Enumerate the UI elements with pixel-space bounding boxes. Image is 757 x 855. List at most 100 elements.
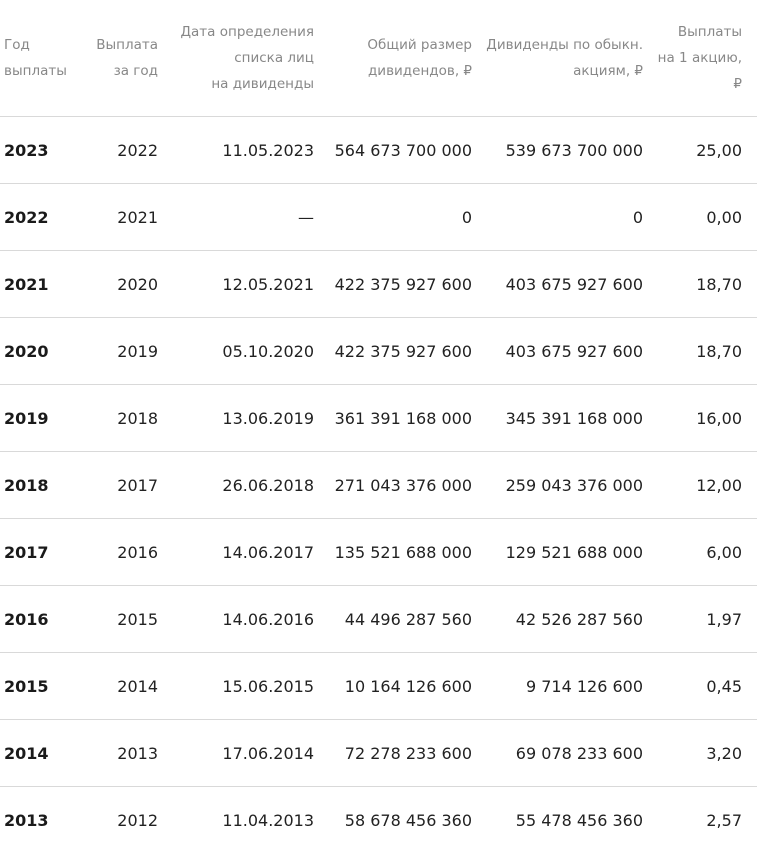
cell-record-date: — bbox=[298, 208, 314, 227]
header-line: ₽ bbox=[733, 76, 742, 92]
table-row: 2022 2021 — 0 0 0,00 bbox=[0, 184, 757, 251]
cell-payment-year: 2014 bbox=[4, 744, 49, 763]
cell-per-share: 12,00 bbox=[696, 476, 742, 495]
header-line: Общий размер bbox=[367, 37, 472, 53]
table-row: 2023 2022 11.05.2023 564 673 700 000 539… bbox=[0, 117, 757, 184]
cell-total-dividends: 361 391 168 000 bbox=[334, 409, 472, 428]
cell-ordinary-dividends: 69 078 233 600 bbox=[515, 744, 643, 763]
cell-total-dividends: 564 673 700 000 bbox=[334, 141, 472, 160]
cell-fiscal-year: 2019 bbox=[117, 342, 158, 361]
table-row: 2018 2017 26.06.2018 271 043 376 000 259… bbox=[0, 452, 757, 519]
cell-per-share: 6,00 bbox=[706, 543, 742, 562]
cell-per-share: 2,57 bbox=[706, 811, 742, 830]
cell-ordinary-dividends: 259 043 376 000 bbox=[505, 476, 643, 495]
header-per-share: Выплаты на 1 акцию, ₽ bbox=[658, 19, 742, 97]
table-row: 2016 2015 14.06.2016 44 496 287 560 42 5… bbox=[0, 586, 757, 653]
cell-total-dividends: 271 043 376 000 bbox=[334, 476, 472, 495]
cell-record-date: 14.06.2016 bbox=[222, 610, 314, 629]
header-line: за год bbox=[113, 63, 158, 79]
cell-ordinary-dividends: 42 526 287 560 bbox=[515, 610, 643, 629]
cell-total-dividends: 72 278 233 600 bbox=[344, 744, 472, 763]
cell-payment-year: 2017 bbox=[4, 543, 49, 562]
cell-total-dividends: 44 496 287 560 bbox=[344, 610, 472, 629]
cell-total-dividends: 422 375 927 600 bbox=[334, 275, 472, 294]
cell-fiscal-year: 2015 bbox=[117, 610, 158, 629]
cell-record-date: 11.05.2023 bbox=[222, 141, 314, 160]
cell-record-date: 26.06.2018 bbox=[222, 476, 314, 495]
cell-ordinary-dividends: 539 673 700 000 bbox=[505, 141, 643, 160]
cell-payment-year: 2015 bbox=[4, 677, 49, 696]
cell-fiscal-year: 2018 bbox=[117, 409, 158, 428]
cell-ordinary-dividends: 129 521 688 000 bbox=[505, 543, 643, 562]
cell-total-dividends: 58 678 456 360 bbox=[344, 811, 472, 830]
table-row: 2019 2018 13.06.2019 361 391 168 000 345… bbox=[0, 385, 757, 452]
cell-fiscal-year: 2016 bbox=[117, 543, 158, 562]
cell-record-date: 13.06.2019 bbox=[222, 409, 314, 428]
cell-payment-year: 2018 bbox=[4, 476, 49, 495]
header-line: списка лиц bbox=[234, 50, 314, 66]
cell-total-dividends: 10 164 126 600 bbox=[344, 677, 472, 696]
cell-payment-year: 2023 bbox=[4, 141, 49, 160]
header-line: акциям, ₽ bbox=[573, 63, 643, 79]
header-line: дивидендов, ₽ bbox=[367, 63, 472, 79]
cell-fiscal-year: 2021 bbox=[117, 208, 158, 227]
cell-ordinary-dividends: 9 714 126 600 bbox=[525, 677, 643, 696]
cell-per-share: 0,45 bbox=[706, 677, 742, 696]
header-line: выплаты bbox=[4, 63, 67, 79]
cell-record-date: 14.06.2017 bbox=[222, 543, 314, 562]
cell-record-date: 15.06.2015 bbox=[222, 677, 314, 696]
header-payment-year: Год выплаты bbox=[4, 32, 67, 84]
header-line: Выплата bbox=[96, 37, 158, 53]
table-row: 2021 2020 12.05.2021 422 375 927 600 403… bbox=[0, 251, 757, 318]
table-row: 2017 2016 14.06.2017 135 521 688 000 129… bbox=[0, 519, 757, 586]
table-header: Год выплаты Выплата за год Дата определе… bbox=[0, 0, 757, 117]
cell-payment-year: 2019 bbox=[4, 409, 49, 428]
cell-payment-year: 2013 bbox=[4, 811, 49, 830]
cell-fiscal-year: 2012 bbox=[117, 811, 158, 830]
cell-fiscal-year: 2013 bbox=[117, 744, 158, 763]
header-line: Выплаты bbox=[677, 24, 742, 40]
cell-payment-year: 2016 bbox=[4, 610, 49, 629]
header-ordinary-dividends: Дивиденды по обыкн. акциям, ₽ bbox=[486, 32, 643, 84]
cell-total-dividends: 422 375 927 600 bbox=[334, 342, 472, 361]
table-row: 2020 2019 05.10.2020 422 375 927 600 403… bbox=[0, 318, 757, 385]
cell-ordinary-dividends: 403 675 927 600 bbox=[505, 275, 643, 294]
table-row: 2013 2012 11.04.2013 58 678 456 360 55 4… bbox=[0, 787, 757, 853]
cell-per-share: 3,20 bbox=[706, 744, 742, 763]
cell-ordinary-dividends: 55 478 456 360 bbox=[515, 811, 643, 830]
header-total-dividends: Общий размер дивидендов, ₽ bbox=[367, 32, 472, 84]
cell-payment-year: 2022 bbox=[4, 208, 49, 227]
cell-record-date: 05.10.2020 bbox=[222, 342, 314, 361]
table-row: 2014 2013 17.06.2014 72 278 233 600 69 0… bbox=[0, 720, 757, 787]
cell-ordinary-dividends: 345 391 168 000 bbox=[505, 409, 643, 428]
cell-ordinary-dividends: 0 bbox=[632, 208, 643, 227]
cell-record-date: 11.04.2013 bbox=[222, 811, 314, 830]
table-body: 2023 2022 11.05.2023 564 673 700 000 539… bbox=[0, 117, 757, 853]
header-line: Дивиденды по обыкн. bbox=[486, 37, 643, 53]
header-line: на дивиденды bbox=[211, 76, 314, 92]
cell-per-share: 0,00 bbox=[706, 208, 742, 227]
cell-ordinary-dividends: 403 675 927 600 bbox=[505, 342, 643, 361]
cell-per-share: 16,00 bbox=[696, 409, 742, 428]
cell-record-date: 17.06.2014 bbox=[222, 744, 314, 763]
header-line: на 1 акцию, bbox=[657, 50, 742, 66]
cell-per-share: 25,00 bbox=[696, 141, 742, 160]
header-fiscal-year: Выплата за год bbox=[96, 32, 158, 84]
header-record-date: Дата определения списка лиц на дивиденды bbox=[180, 19, 314, 97]
cell-fiscal-year: 2020 bbox=[117, 275, 158, 294]
table-row: 2015 2014 15.06.2015 10 164 126 600 9 71… bbox=[0, 653, 757, 720]
cell-total-dividends: 135 521 688 000 bbox=[334, 543, 472, 562]
header-line: Год bbox=[4, 37, 30, 53]
header-line: Дата определения bbox=[180, 24, 314, 40]
cell-fiscal-year: 2017 bbox=[117, 476, 158, 495]
cell-record-date: 12.05.2021 bbox=[222, 275, 314, 294]
cell-per-share: 1,97 bbox=[706, 610, 742, 629]
cell-per-share: 18,70 bbox=[696, 342, 742, 361]
cell-fiscal-year: 2022 bbox=[117, 141, 158, 160]
cell-payment-year: 2021 bbox=[4, 275, 49, 294]
cell-fiscal-year: 2014 bbox=[117, 677, 158, 696]
cell-total-dividends: 0 bbox=[461, 208, 472, 227]
cell-payment-year: 2020 bbox=[4, 342, 49, 361]
cell-per-share: 18,70 bbox=[696, 275, 742, 294]
